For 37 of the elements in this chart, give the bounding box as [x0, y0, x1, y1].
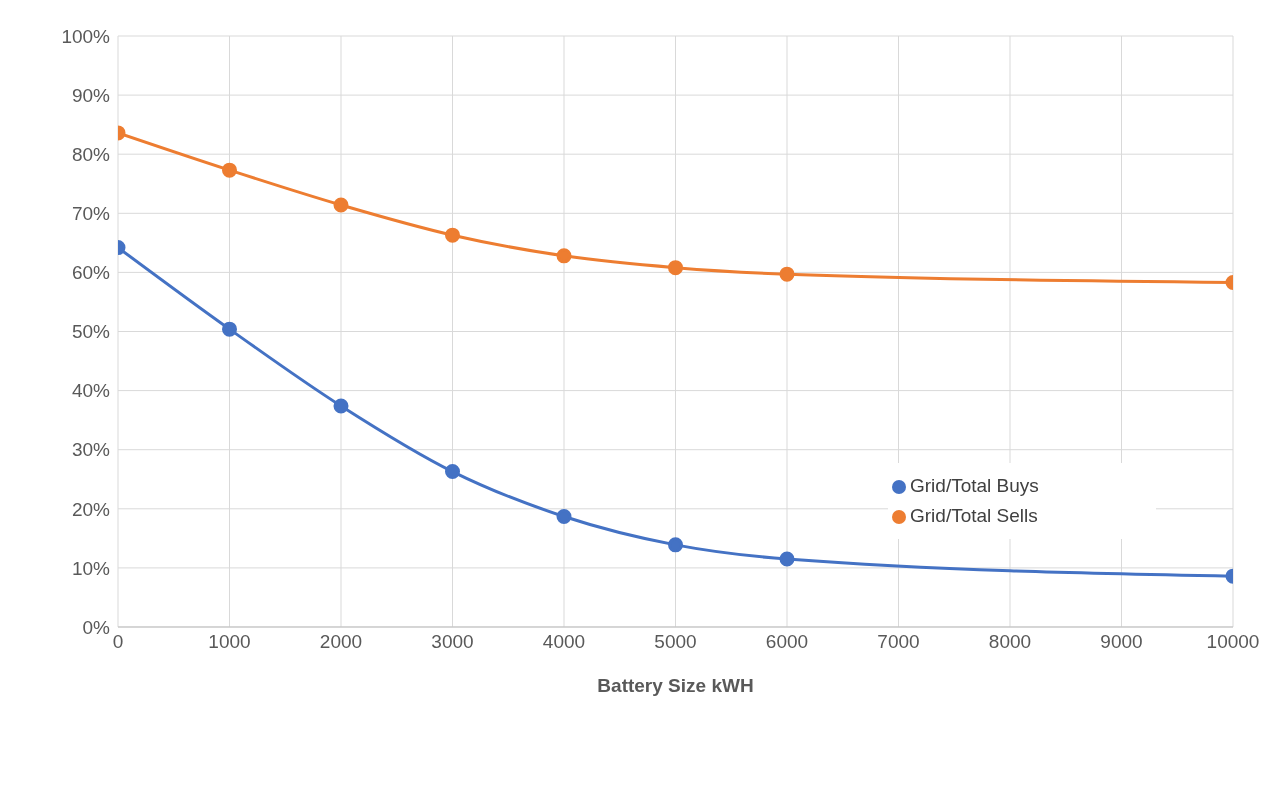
- point: [222, 162, 237, 178]
- x-tick-label: 10000: [1206, 631, 1260, 653]
- x-tick-label: 3000: [431, 631, 474, 653]
- point: [668, 260, 683, 276]
- y-tick-label: 40%: [71, 380, 111, 402]
- point: [556, 248, 572, 264]
- x-tick-label: 5000: [654, 631, 697, 653]
- y-tick-label: 0%: [82, 616, 111, 638]
- point: [779, 266, 795, 282]
- x-axis-title: Battery Size kWH: [597, 675, 754, 696]
- legend-label: Grid/Total Buys: [910, 475, 1039, 496]
- y-tick-label: 90%: [71, 84, 111, 106]
- y-tick-label: 80%: [71, 143, 111, 165]
- point: [445, 464, 460, 480]
- legend-label: Grid/Total Sells: [910, 505, 1038, 526]
- point: [779, 551, 795, 567]
- y-tick-label: 70%: [71, 203, 111, 225]
- point: [445, 227, 460, 243]
- point: [668, 537, 683, 553]
- point: [333, 197, 349, 213]
- y-tick-label: 30%: [71, 439, 111, 461]
- point: [333, 398, 349, 414]
- x-tick-label: 7000: [877, 631, 920, 653]
- y-tick-label: 100%: [61, 25, 111, 47]
- point: [556, 508, 572, 524]
- y-tick-label: 20%: [71, 498, 111, 520]
- y-tick-label: 10%: [71, 557, 111, 579]
- x-tick-label: 8000: [988, 631, 1032, 653]
- x-tick-label: 0: [112, 631, 124, 653]
- x-tick-label: 6000: [765, 631, 809, 653]
- x-tick-label: 4000: [542, 631, 586, 653]
- x-tick-label: 9000: [1100, 631, 1143, 653]
- y-tick-label: 60%: [71, 262, 111, 284]
- x-tick-label: 1000: [208, 631, 251, 653]
- y-tick-label: 50%: [71, 321, 111, 343]
- point: [222, 321, 237, 337]
- x-tick-label: 2000: [319, 631, 363, 653]
